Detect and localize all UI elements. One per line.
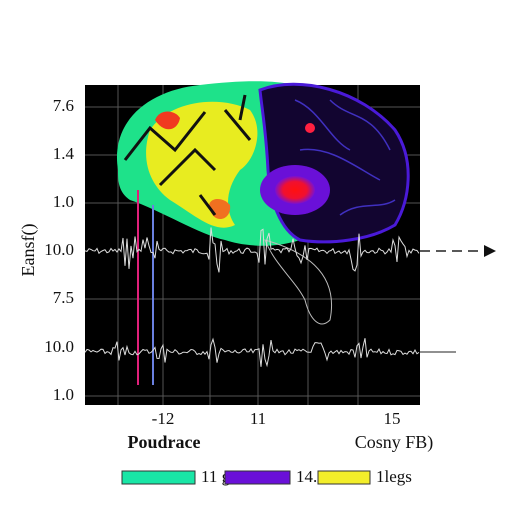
legend-label: 11 g (201, 467, 231, 486)
legend-swatch (317, 470, 371, 485)
y-label: 7.5 (53, 288, 74, 307)
y-label: 1.0 (53, 192, 74, 211)
legend-label: 1legs (376, 467, 412, 486)
y-label: 1.0 (53, 385, 74, 404)
x-title-left: Poudrace (128, 432, 201, 452)
signal-trace (84, 337, 420, 368)
y-label: 10.0 (44, 240, 74, 259)
x-label: 15 (384, 409, 401, 428)
y-label: 7.6 (53, 96, 74, 115)
x-label: -12 (152, 409, 175, 428)
y-axis-title: Eansf() (18, 224, 39, 277)
signal-trace (84, 227, 420, 273)
y-label: 1.4 (53, 144, 75, 163)
x-title-right: Cosny FB) (355, 432, 434, 453)
x-label: 11 (250, 409, 266, 428)
legend-swatch (224, 470, 291, 485)
legend-swatch (121, 470, 196, 485)
y-label: 10.0 (44, 337, 74, 356)
brain (116, 81, 410, 325)
arrow-head (484, 245, 496, 257)
